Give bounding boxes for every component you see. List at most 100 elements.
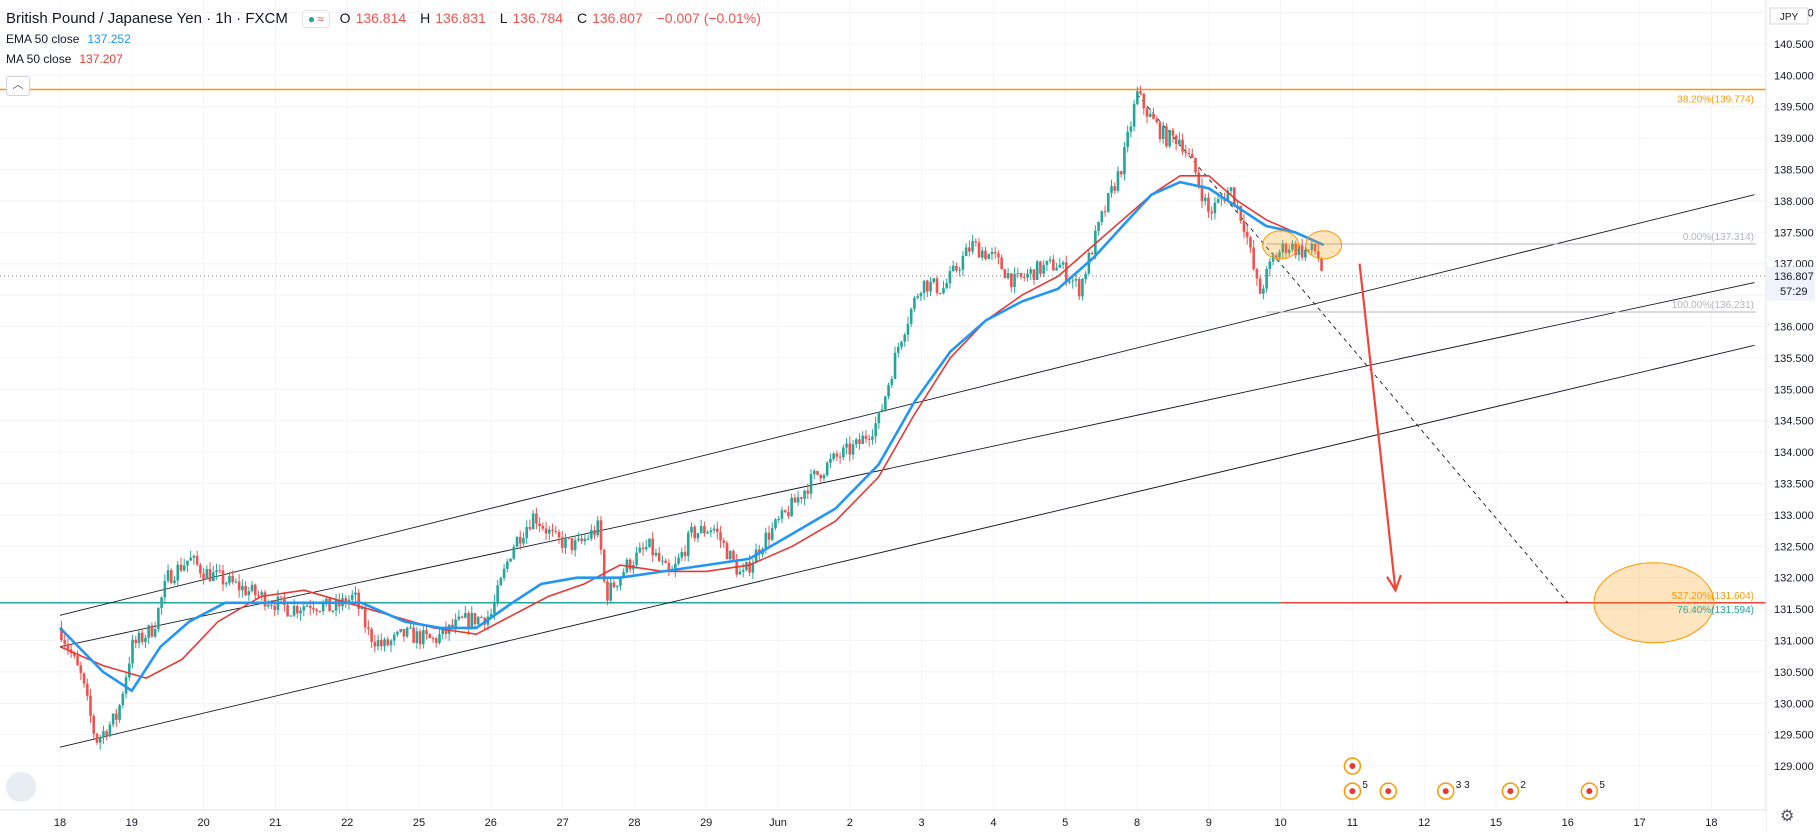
ma-indicator-row[interactable]: MA 50 close 137.207 — [6, 49, 766, 69]
ema-name: EMA 50 close — [6, 32, 80, 46]
time-tick-label: 19 — [126, 817, 138, 829]
candle-body — [283, 597, 286, 605]
candle-body — [105, 731, 108, 737]
flag-icon-dot — [1586, 788, 1593, 795]
ema-indicator-row[interactable]: EMA 50 close 137.252 — [6, 29, 766, 49]
gear-icon[interactable]: ⚙ — [1780, 808, 1795, 825]
candle-body — [528, 527, 532, 530]
candle-body — [716, 528, 719, 533]
status-badge[interactable]: ● ≈ — [301, 9, 330, 28]
price-tick-label: 140.000 — [1774, 70, 1814, 82]
candle-body — [425, 630, 428, 635]
target-arrow-head — [1386, 574, 1402, 593]
candle-body — [1262, 288, 1265, 294]
candle-body — [169, 570, 173, 584]
candle-body — [1258, 278, 1262, 294]
candle-body — [457, 616, 461, 620]
candle-body — [66, 643, 70, 650]
candle-body — [331, 610, 335, 612]
event-count: 5 — [1362, 780, 1368, 791]
candle-body — [900, 341, 903, 347]
time-tick-label: 26 — [485, 817, 497, 829]
candle-body — [628, 559, 632, 570]
candle-body — [1000, 257, 1003, 270]
ohlc-values: O 136.814 H 136.831 L 136.784 C 136.807 −0.0… — [340, 8, 766, 29]
candle-body — [987, 254, 991, 259]
candle-body — [402, 629, 406, 637]
price-tick-label: 133.000 — [1774, 510, 1814, 522]
chevron-up-icon: ︿ — [12, 79, 24, 91]
time-tick-label: 15 — [1490, 817, 1502, 829]
candle-body — [160, 597, 163, 608]
candle-body — [111, 713, 115, 725]
candle-body — [399, 629, 402, 632]
symbol-title[interactable]: British Pound / Japanese Yen · 1h · FXCM — [6, 10, 288, 27]
candle-body — [150, 625, 154, 637]
candle-body — [741, 570, 745, 572]
candle-body — [315, 609, 318, 612]
candle-body — [522, 538, 525, 544]
candle-body — [289, 615, 293, 617]
candle-body — [506, 561, 509, 569]
candle-body — [73, 653, 76, 656]
candle-body — [1165, 126, 1168, 147]
candle-body — [906, 323, 910, 335]
candle-body — [932, 278, 936, 282]
candle-body — [1019, 273, 1023, 277]
candle-body — [1003, 269, 1007, 279]
candle-body — [1304, 249, 1307, 258]
candle-body — [884, 396, 887, 410]
candle-body — [1210, 211, 1213, 214]
candle-body — [990, 251, 994, 255]
candle-body — [728, 550, 732, 560]
candle-body — [806, 490, 810, 494]
time-tick-label: 16 — [1562, 817, 1574, 829]
candle-body — [554, 531, 558, 533]
collapse-legend-button[interactable]: ︿ — [6, 76, 30, 96]
candle-body — [1148, 113, 1152, 117]
event-count: 5 — [1599, 780, 1605, 791]
candle-body — [845, 443, 848, 448]
candle-body — [696, 533, 700, 539]
candle-body — [396, 631, 399, 635]
candle-body — [115, 713, 118, 720]
candle-body — [964, 247, 968, 257]
candle-body — [777, 518, 781, 520]
candle-body — [1190, 154, 1194, 158]
candle-body — [557, 531, 561, 538]
candle-body — [1119, 171, 1123, 175]
candle-body — [703, 526, 706, 534]
price-tick-label: 129.500 — [1774, 730, 1814, 742]
candle-body — [1284, 244, 1288, 253]
candle-body — [1197, 172, 1201, 186]
candle-body — [1126, 131, 1129, 147]
candle-body — [1181, 139, 1184, 152]
candle-body — [609, 582, 613, 601]
candle-body — [1294, 243, 1297, 255]
candle-body — [1297, 245, 1301, 255]
candle-body — [428, 634, 432, 638]
candle-body — [977, 242, 981, 258]
candle-body — [548, 529, 551, 534]
candle-body — [195, 555, 199, 565]
candle-body — [292, 605, 296, 616]
candle-body — [1187, 152, 1191, 155]
candle-body — [1061, 262, 1065, 265]
currency-box — [1769, 7, 1809, 25]
candle-body — [237, 581, 241, 591]
support-layer — [0, 88, 1766, 604]
candle-body — [590, 530, 593, 539]
candle-body — [386, 639, 390, 646]
tradingview-logo-icon[interactable] — [6, 772, 36, 802]
candle-body — [551, 529, 554, 532]
candle-body — [392, 634, 396, 641]
low-value: 136.784 — [512, 10, 564, 26]
time-tick-label: 17 — [1633, 817, 1645, 829]
candle-body — [538, 523, 541, 526]
candle-body — [583, 538, 587, 542]
candle-body — [1184, 151, 1188, 153]
candle-body — [518, 537, 522, 544]
candle-body — [657, 552, 661, 561]
candle-body — [1281, 244, 1285, 253]
